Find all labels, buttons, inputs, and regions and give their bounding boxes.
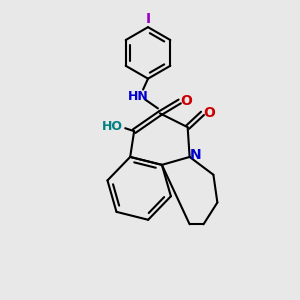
Text: O: O [181, 94, 193, 109]
Text: I: I [146, 12, 151, 26]
Text: O: O [203, 106, 215, 120]
Text: HO: HO [102, 120, 123, 133]
Text: HN: HN [128, 90, 148, 103]
Text: N: N [190, 148, 201, 162]
